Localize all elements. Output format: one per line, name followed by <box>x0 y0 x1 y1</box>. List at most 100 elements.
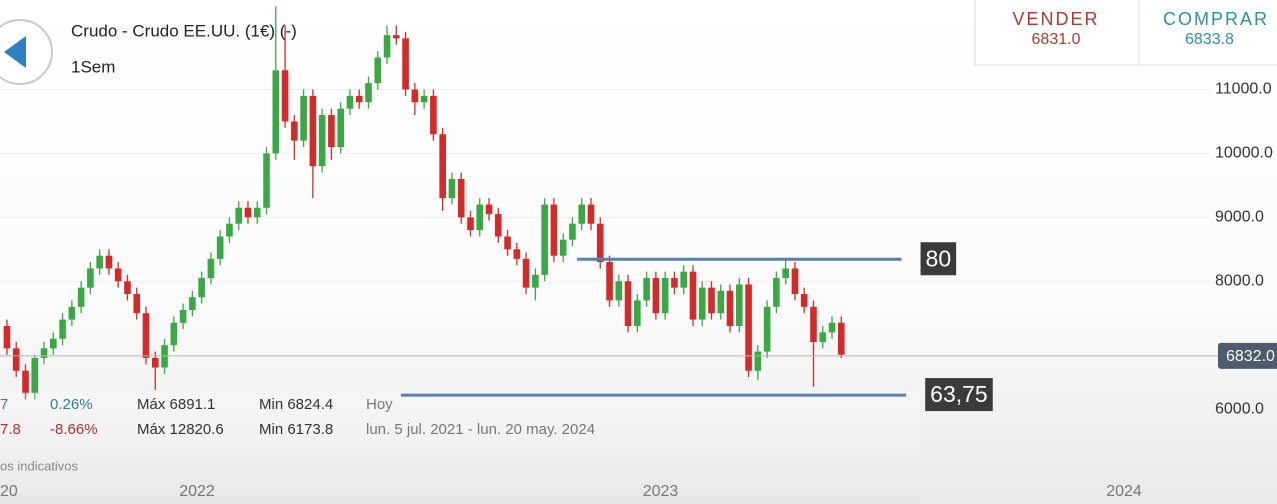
candle-body <box>457 178 465 218</box>
y-tick-label: 11000.0 <box>1215 81 1272 98</box>
candle-body <box>3 325 11 349</box>
candle-body <box>559 239 567 256</box>
stat-change: 7.8 <box>0 421 21 438</box>
level-label: 80 <box>926 245 952 271</box>
candle-body <box>698 287 706 320</box>
stat-max: Máx 6891.1 <box>137 396 215 413</box>
candle-body <box>476 204 484 231</box>
candle-body <box>606 262 613 301</box>
candle-body <box>828 322 836 333</box>
candle-body <box>151 357 159 368</box>
candle-body <box>494 214 502 237</box>
x-tick-label: 2023 <box>643 483 679 500</box>
candle-body <box>541 204 548 275</box>
candle-body <box>114 268 122 282</box>
y-tick-label: 8000.0 <box>1215 272 1264 289</box>
buy-button[interactable]: COMPRAR 6833.8 <box>1163 9 1269 48</box>
candle-body <box>726 290 734 326</box>
candle-body <box>800 294 808 307</box>
candle-body <box>643 278 650 301</box>
candle-body <box>634 300 641 326</box>
sell-button[interactable]: VENDER 6831.0 <box>1012 9 1099 48</box>
stat-max: Máx 12820.6 <box>137 421 224 438</box>
instrument-title: Crudo - Crudo EE.UU. (1€) (-) <box>71 21 297 40</box>
candle-body <box>198 278 205 298</box>
candle-body <box>754 351 762 371</box>
candle-body <box>226 223 233 237</box>
candle-body <box>179 310 187 323</box>
stat-min: Min 6824.4 <box>259 396 333 413</box>
candle-body <box>717 290 725 314</box>
stat-min: Min 6173.8 <box>259 421 333 438</box>
candle-body <box>50 338 57 349</box>
candle-body <box>291 121 298 141</box>
stat-change: 7 <box>0 396 8 413</box>
candle-body <box>235 207 243 224</box>
candle-body <box>652 278 660 314</box>
candle-body <box>745 284 752 371</box>
candle-body <box>661 278 669 314</box>
candle-body <box>133 294 141 314</box>
candle-body <box>624 281 632 326</box>
candle-body <box>504 236 511 250</box>
stat-period: lun. 5 jul. 2021 - lun. 20 may. 2024 <box>366 421 595 438</box>
candle-body <box>68 306 76 320</box>
buy-label: COMPRAR <box>1163 9 1269 29</box>
candle-body <box>810 306 817 342</box>
candle-body <box>402 38 409 90</box>
candle-body <box>837 322 845 355</box>
candle-body <box>550 204 558 256</box>
candle-body <box>365 83 372 103</box>
candle-body <box>87 268 94 288</box>
candle-body <box>96 255 103 269</box>
period: 1Sem <box>71 57 115 76</box>
candle-body <box>374 57 382 84</box>
x-tick-label: 2024 <box>1106 483 1142 500</box>
y-tick-label: 6000.0 <box>1215 400 1264 417</box>
candle-body <box>124 281 131 295</box>
stat-change-pct: -8.66% <box>50 421 98 438</box>
candle-body <box>142 313 150 358</box>
y-tick-label: 9000.0 <box>1215 209 1264 226</box>
sell-label: VENDER <box>1012 9 1099 29</box>
sell-price: 6831.0 <box>1032 31 1081 48</box>
x-tick-label: 2022 <box>179 483 215 500</box>
level-label-box <box>925 378 993 412</box>
candle-body <box>309 95 317 167</box>
candle-body <box>430 95 437 135</box>
candle-body <box>689 271 697 320</box>
back-icon <box>4 36 26 68</box>
candle-body <box>328 115 335 148</box>
candle-body <box>439 134 446 199</box>
candle-body <box>244 207 252 218</box>
candle-body <box>393 35 400 39</box>
candle-body <box>671 278 678 288</box>
last-price-label: 6832.0 <box>1226 348 1275 365</box>
candle-body <box>763 306 771 352</box>
candle-body <box>782 268 789 279</box>
candle-body <box>578 204 586 224</box>
candle-body <box>708 287 715 314</box>
candle-body <box>281 70 289 122</box>
candle-body <box>12 348 20 371</box>
candle-body <box>105 255 113 269</box>
candle-body <box>791 268 799 295</box>
candle-body <box>819 332 827 342</box>
candle-body <box>207 258 215 279</box>
stat-change-pct: 0.26% <box>50 396 93 413</box>
candle-body <box>22 370 29 394</box>
candle-body <box>77 287 85 307</box>
candle-body <box>31 357 39 394</box>
candle-body <box>587 204 595 224</box>
candle-body <box>420 95 428 103</box>
level-label-box <box>920 242 957 276</box>
candle-body <box>40 348 48 358</box>
candle-body <box>736 284 743 326</box>
candle-body <box>263 153 270 208</box>
candle-body <box>596 223 604 263</box>
candle-body <box>513 249 521 259</box>
candle-body <box>300 95 307 141</box>
y-tick-label: 10000.0 <box>1215 145 1273 162</box>
candle-body <box>448 178 456 199</box>
